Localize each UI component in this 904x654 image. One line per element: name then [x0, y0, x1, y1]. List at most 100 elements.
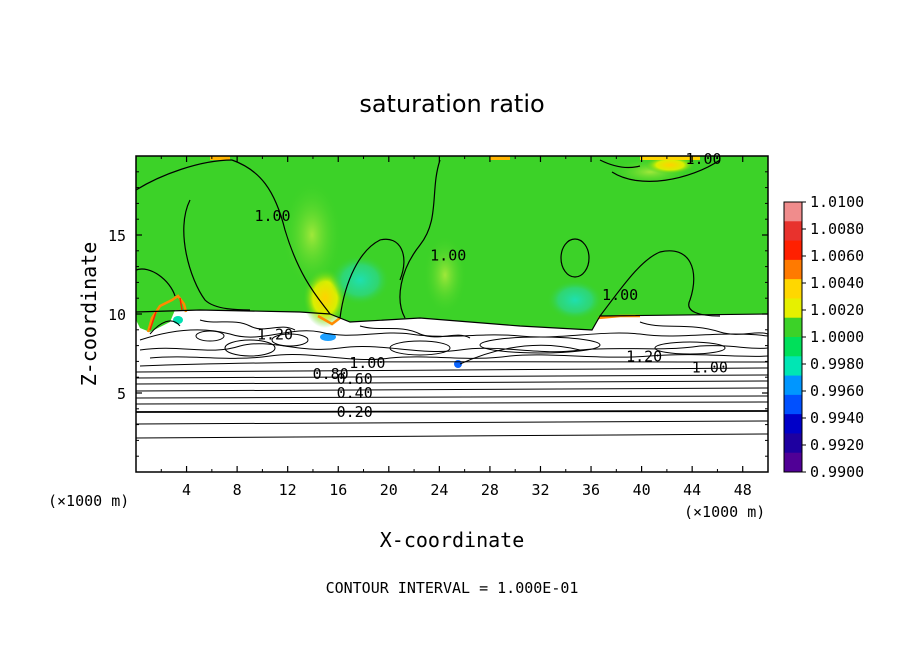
x-tick-label: 40 [633, 481, 651, 499]
contour-label: 1.20 [257, 326, 293, 344]
colorbar-label: 1.0060 [810, 247, 864, 265]
colorbar-segment [784, 259, 802, 280]
colorbar-segment [784, 317, 802, 338]
x-tick-label: 12 [279, 481, 297, 499]
field-spot-blue [320, 333, 336, 341]
field-top-edge [210, 156, 230, 160]
contour-line [599, 250, 721, 317]
contour-label: 1.00 [692, 359, 728, 377]
colorbar-label: 0.9920 [810, 436, 864, 454]
contour-line [399, 159, 441, 319]
y-tick-label: 5 [117, 385, 126, 403]
colorbar-segment [784, 356, 802, 377]
contour-line [224, 339, 276, 357]
colorbar-segment [784, 452, 802, 473]
field-patch-cyan [547, 280, 603, 320]
contour-line [136, 268, 176, 297]
lower-contours [136, 387, 768, 439]
y-tick-label: 15 [108, 227, 126, 245]
contour-line [611, 159, 721, 182]
contour-line [136, 395, 768, 399]
contour-line [136, 433, 768, 439]
plot-area [136, 156, 768, 472]
contour-line [136, 374, 768, 379]
x-tick-label: 28 [481, 481, 499, 499]
colorbar-label: 0.9960 [810, 382, 864, 400]
colorbar-segment [784, 240, 802, 261]
colorbar-label: 1.0000 [810, 328, 864, 346]
contour-line [195, 330, 225, 342]
contour-label: 1.00 [602, 286, 638, 304]
contour-line [560, 238, 590, 278]
x-tick-label: 8 [233, 481, 242, 499]
x-tick-label: 44 [683, 481, 701, 499]
colorbar-segment [784, 394, 802, 415]
contour-line [639, 321, 768, 335]
contour-line [389, 340, 451, 356]
contour-label: 0.60 [337, 370, 373, 388]
x-axis: 4 8 12 16 20 24 28 32 36 40 44 48 [160, 156, 752, 499]
contour-line [139, 343, 768, 353]
x-tick-label: 36 [582, 481, 600, 499]
field-edge-red [149, 297, 183, 331]
colorbar-label: 0.9940 [810, 409, 864, 427]
field-top-edge [640, 156, 700, 160]
colorbar-segment [784, 221, 802, 242]
contour-line [136, 380, 768, 385]
x-axis-label: X-coordinate [380, 528, 525, 552]
colorbar-label: 1.0080 [810, 220, 864, 238]
colorbar-label: 0.9980 [810, 355, 864, 373]
colorbar-segment [784, 279, 802, 299]
colorbar-segment [784, 375, 802, 396]
contour-label: 1.00 [430, 247, 466, 265]
cloud-contours [136, 319, 768, 385]
contour-line [149, 353, 768, 361]
x-tick-label: 32 [531, 481, 549, 499]
contour-line [459, 344, 581, 365]
contour-line [136, 401, 768, 405]
x-axis-unit-left: (×1000 m) [48, 492, 129, 510]
colorbar-segment [784, 433, 802, 454]
contour-line [136, 410, 768, 413]
x-tick-label: 24 [430, 481, 448, 499]
contour-line [136, 387, 768, 392]
field-patch-light [423, 235, 467, 315]
x-tick-label: 20 [380, 481, 398, 499]
contour-label: 1.00 [254, 207, 290, 225]
contour-line [654, 341, 726, 355]
contour-line [183, 199, 251, 311]
colorbar-segment [784, 337, 802, 357]
contour-line [139, 361, 768, 367]
contour-label: 1.00 [349, 354, 385, 372]
y-axis: 5 10 15 [108, 171, 768, 457]
contour-line [149, 320, 181, 335]
field-patch-yellow [645, 156, 695, 174]
x-tick-label: 48 [734, 481, 752, 499]
contour-labels: 1.001.001.001.001.201.00 1.201.000.800.60… [254, 150, 727, 421]
contour-label: 1.20 [626, 348, 662, 366]
contour-label: 0.40 [337, 384, 373, 402]
x-axis-unit-right: (×1000 m) [684, 503, 765, 521]
contour-lines [136, 156, 768, 331]
chart-title: saturation ratio [359, 90, 544, 118]
x-tick-label: 4 [182, 481, 191, 499]
y-axis-label: Z-coordinate [77, 242, 101, 387]
contour-interval-footer: CONTOUR INTERVAL = 1.000E-01 [326, 579, 579, 597]
y-tick-label: 10 [108, 306, 126, 324]
contour-line [136, 159, 233, 191]
contour-line [271, 333, 309, 347]
contour-line [136, 156, 331, 315]
colorbar-label: 0.9900 [810, 463, 864, 481]
field-top-edge [490, 156, 510, 160]
field-spot-cyan [173, 316, 183, 324]
colorbar: 1.0100 1.0080 1.0060 1.0040 1.0020 1.0000 0.99… [783, 193, 864, 481]
contour-line [359, 325, 471, 339]
colorbar-label: 1.0040 [810, 274, 864, 292]
colorbar-segment [784, 414, 802, 434]
colorbar-segment [784, 298, 802, 319]
colorbar-label: 1.0100 [810, 193, 864, 211]
contour-line [339, 238, 405, 319]
colorbar-label: 1.0020 [810, 301, 864, 319]
contour-label: 0.20 [337, 403, 373, 421]
